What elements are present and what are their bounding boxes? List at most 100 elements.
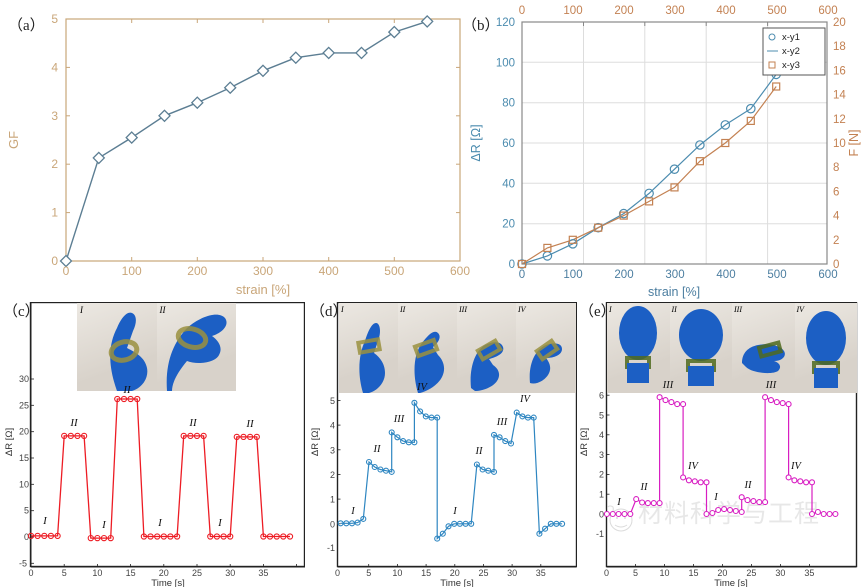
svg-text:II: II: [475, 446, 483, 457]
svg-text:-1: -1: [327, 543, 335, 553]
svg-text:20: 20: [450, 568, 460, 578]
svg-text:-5: -5: [19, 558, 27, 568]
svg-text:x-y2: x-y2: [782, 46, 800, 57]
svg-text:100: 100: [563, 269, 582, 281]
svg-text:600: 600: [818, 5, 837, 17]
svg-text:3: 3: [51, 109, 58, 123]
svg-text:100: 100: [496, 57, 515, 69]
svg-text:10: 10: [659, 568, 669, 578]
svg-text:2: 2: [833, 235, 839, 247]
svg-text:IV: IV: [687, 461, 699, 472]
svg-text:12: 12: [833, 114, 846, 126]
svg-text:6: 6: [599, 391, 604, 401]
svg-text:IV: IV: [416, 382, 428, 393]
svg-text:200: 200: [187, 264, 207, 278]
svg-text:25: 25: [746, 568, 756, 578]
svg-text:ΔR [Ω]: ΔR [Ω]: [310, 428, 321, 456]
svg-text:100: 100: [122, 264, 142, 278]
svg-text:300: 300: [665, 269, 684, 281]
svg-text:strain [%]: strain [%]: [648, 285, 700, 299]
svg-text:IV: IV: [790, 461, 802, 472]
svg-text:I: I: [157, 517, 163, 529]
svg-text:3: 3: [330, 445, 335, 455]
svg-text:15: 15: [19, 453, 29, 463]
svg-text:30: 30: [507, 568, 517, 578]
svg-text:0: 0: [51, 254, 58, 268]
svg-text:25: 25: [19, 400, 29, 410]
svg-text:1: 1: [599, 490, 604, 500]
svg-text:5: 5: [599, 410, 604, 420]
svg-text:1: 1: [330, 495, 335, 505]
svg-text:0: 0: [28, 568, 33, 578]
svg-text:Time [s]: Time [s]: [440, 578, 473, 587]
svg-text:0: 0: [604, 568, 609, 578]
svg-text:200: 200: [614, 269, 633, 281]
svg-text:Time [s]: Time [s]: [151, 578, 184, 587]
svg-text:2: 2: [599, 470, 604, 480]
svg-text:I: I: [616, 497, 621, 508]
svg-text:II: II: [373, 444, 381, 455]
svg-text:14: 14: [833, 90, 846, 102]
svg-text:II: II: [640, 482, 648, 493]
svg-text:400: 400: [319, 264, 339, 278]
svg-text:300: 300: [253, 264, 273, 278]
svg-text:15: 15: [688, 568, 698, 578]
svg-text:III: III: [662, 380, 674, 391]
svg-text:ΔR [Ω]: ΔR [Ω]: [4, 428, 15, 456]
svg-text:100: 100: [563, 5, 582, 17]
svg-text:I: I: [42, 515, 48, 527]
svg-text:10: 10: [392, 568, 402, 578]
svg-text:0: 0: [509, 259, 515, 271]
svg-text:500: 500: [384, 264, 404, 278]
svg-text:2: 2: [330, 470, 335, 480]
svg-text:III: III: [765, 380, 777, 391]
svg-text:500: 500: [767, 5, 786, 17]
svg-text:40: 40: [502, 178, 515, 190]
svg-text:400: 400: [716, 269, 735, 281]
svg-text:20: 20: [717, 568, 727, 578]
svg-text:25: 25: [478, 568, 488, 578]
svg-text:20: 20: [19, 427, 29, 437]
svg-text:x-y1: x-y1: [782, 32, 800, 43]
svg-text:5: 5: [51, 12, 58, 26]
svg-text:35: 35: [536, 568, 546, 578]
svg-text:10: 10: [19, 479, 29, 489]
svg-text:IV: IV: [519, 394, 531, 405]
svg-text:III: III: [496, 417, 508, 428]
svg-text:0: 0: [335, 568, 340, 578]
svg-text:35: 35: [258, 568, 268, 578]
svg-text:35: 35: [804, 568, 814, 578]
svg-text:80: 80: [502, 98, 515, 110]
svg-text:300: 300: [665, 5, 684, 17]
svg-text:-1: -1: [596, 529, 604, 539]
svg-text:200: 200: [614, 5, 633, 17]
svg-text:10: 10: [833, 138, 846, 150]
svg-text:I: I: [713, 492, 718, 503]
svg-text:I: I: [101, 519, 107, 531]
svg-text:18: 18: [833, 41, 846, 53]
svg-text:4: 4: [51, 60, 58, 74]
svg-text:15: 15: [421, 568, 431, 578]
svg-text:II: II: [69, 417, 79, 429]
svg-text:16: 16: [833, 65, 846, 77]
svg-text:II: II: [122, 384, 132, 396]
svg-text:5: 5: [633, 568, 638, 578]
svg-text:60: 60: [502, 138, 515, 150]
svg-text:II: II: [188, 417, 198, 429]
svg-text:30: 30: [775, 568, 785, 578]
svg-text:strain [%]: strain [%]: [236, 282, 290, 297]
svg-text:5: 5: [24, 506, 29, 516]
svg-text:II: II: [744, 480, 752, 491]
svg-text:20: 20: [833, 17, 846, 29]
svg-text:600: 600: [818, 269, 837, 281]
svg-text:15: 15: [126, 568, 136, 578]
svg-text:I: I: [350, 506, 355, 517]
svg-text:0: 0: [519, 5, 525, 17]
svg-text:GF: GF: [6, 131, 21, 149]
svg-text:II: II: [245, 418, 255, 430]
svg-text:0: 0: [599, 509, 604, 519]
svg-text:5: 5: [330, 396, 335, 406]
svg-text:0: 0: [330, 519, 335, 529]
svg-text:30: 30: [225, 568, 235, 578]
svg-text:F [N]: F [N]: [847, 129, 861, 156]
